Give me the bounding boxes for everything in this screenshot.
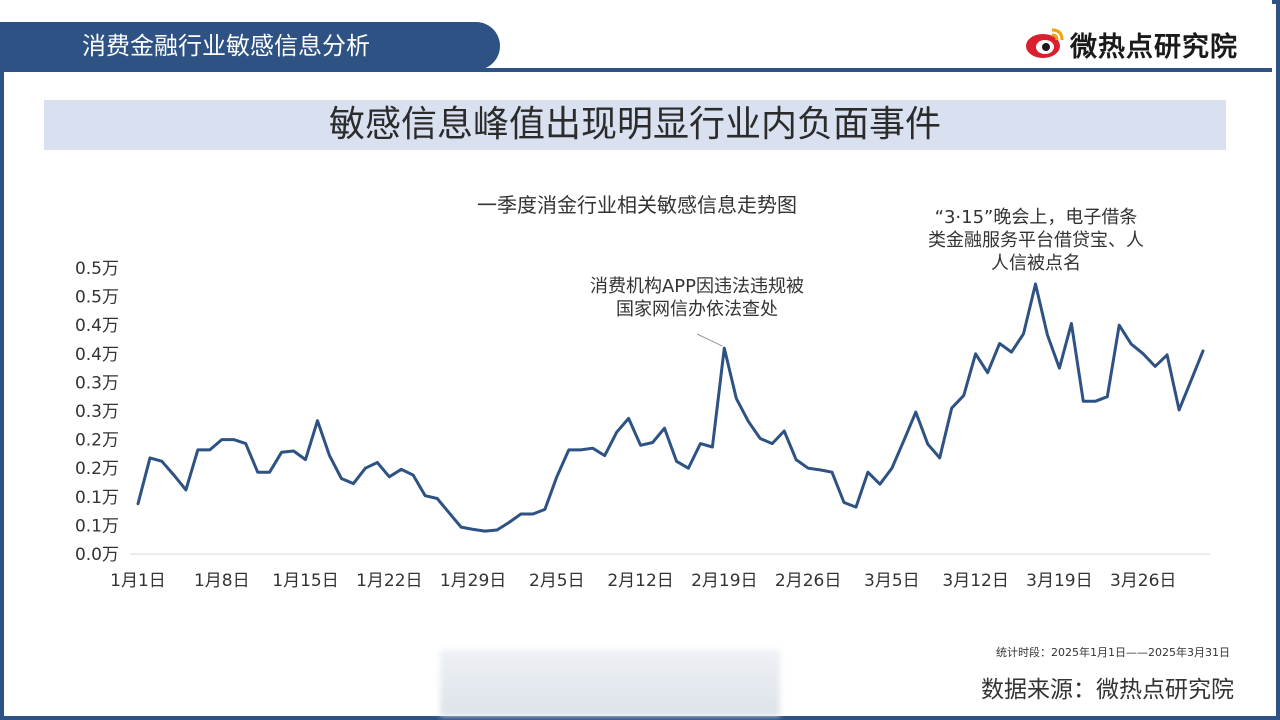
y-tick-label: 0.1万	[75, 516, 119, 536]
x-tick-label: 1月15日	[272, 571, 338, 591]
chart-title: 一季度消金行业相关敏感信息走势图	[477, 193, 797, 217]
source-note: 数据来源：微热点研究院	[981, 677, 1234, 703]
y-tick-label: 0.3万	[75, 373, 119, 393]
x-axis: 1月1日 1月8日 1月15日 1月22日 1月29日 2月5日 2月12日 2月19日 2月2…	[110, 571, 1176, 591]
y-tick-label: 0.4万	[75, 345, 119, 365]
annotation-leader	[696, 333, 723, 347]
y-tick-label: 0.3万	[75, 402, 119, 422]
x-tick-label: 1月8日	[194, 571, 250, 591]
annotation-line: “3·15”晚会上，电子借条	[935, 207, 1138, 228]
y-tick-label: 0.2万	[75, 459, 119, 479]
x-tick-label: 2月5日	[529, 571, 585, 591]
annotation-line: 国家网信办依法查处	[616, 299, 778, 320]
y-tick-label: 0.2万	[75, 431, 119, 451]
header-band: 消费金融行业敏感信息分析 微热点研究院	[0, 0, 1272, 72]
x-tick-label: 3月5日	[864, 571, 920, 591]
headline-banner: 敏感信息峰值出现明显行业内负面事件	[44, 100, 1226, 150]
series-line	[136, 282, 1205, 533]
x-tick-label: 3月19日	[1026, 571, 1092, 591]
blurred-region	[440, 650, 780, 716]
y-tick-label: 0.1万	[75, 488, 119, 508]
x-tick-label: 3月12日	[942, 571, 1008, 591]
annotation-line: 消费机构APP因违法违规被	[590, 276, 804, 297]
x-tick-label: 1月22日	[356, 571, 422, 591]
x-tick-label: 1月1日	[110, 571, 166, 591]
y-tick-label: 0.4万	[75, 316, 119, 336]
period-note: 统计时段：2025年1月1日——2025年3月31日	[996, 646, 1230, 659]
y-tick-label: 0.0万	[75, 545, 119, 565]
y-axis: 0.0万 0.1万 0.1万 0.2万 0.2万 0.3万 0.3万 0.4万 0.4万 0.5万…	[75, 259, 1210, 565]
y-tick-label: 0.5万	[75, 259, 119, 279]
weibo-eye-logo-icon	[1026, 28, 1064, 58]
y-tick-label: 0.5万	[75, 288, 119, 308]
annotation-line: 类金融服务平台借贷宝、人	[928, 230, 1144, 251]
annotation-line: 人信被点名	[991, 253, 1081, 274]
headline-title: 敏感信息峰值出现明显行业内负面事件	[328, 104, 941, 145]
x-tick-label: 2月19日	[691, 571, 757, 591]
x-tick-label: 2月26日	[775, 571, 841, 591]
logo-text: 微热点研究院	[1070, 31, 1238, 63]
x-tick-label: 2月12日	[607, 571, 673, 591]
section-title: 消费金融行业敏感信息分析	[0, 22, 500, 70]
logo: 微热点研究院	[1024, 24, 1238, 64]
x-tick-label: 1月29日	[440, 571, 506, 591]
x-tick-label: 3月26日	[1110, 571, 1176, 591]
